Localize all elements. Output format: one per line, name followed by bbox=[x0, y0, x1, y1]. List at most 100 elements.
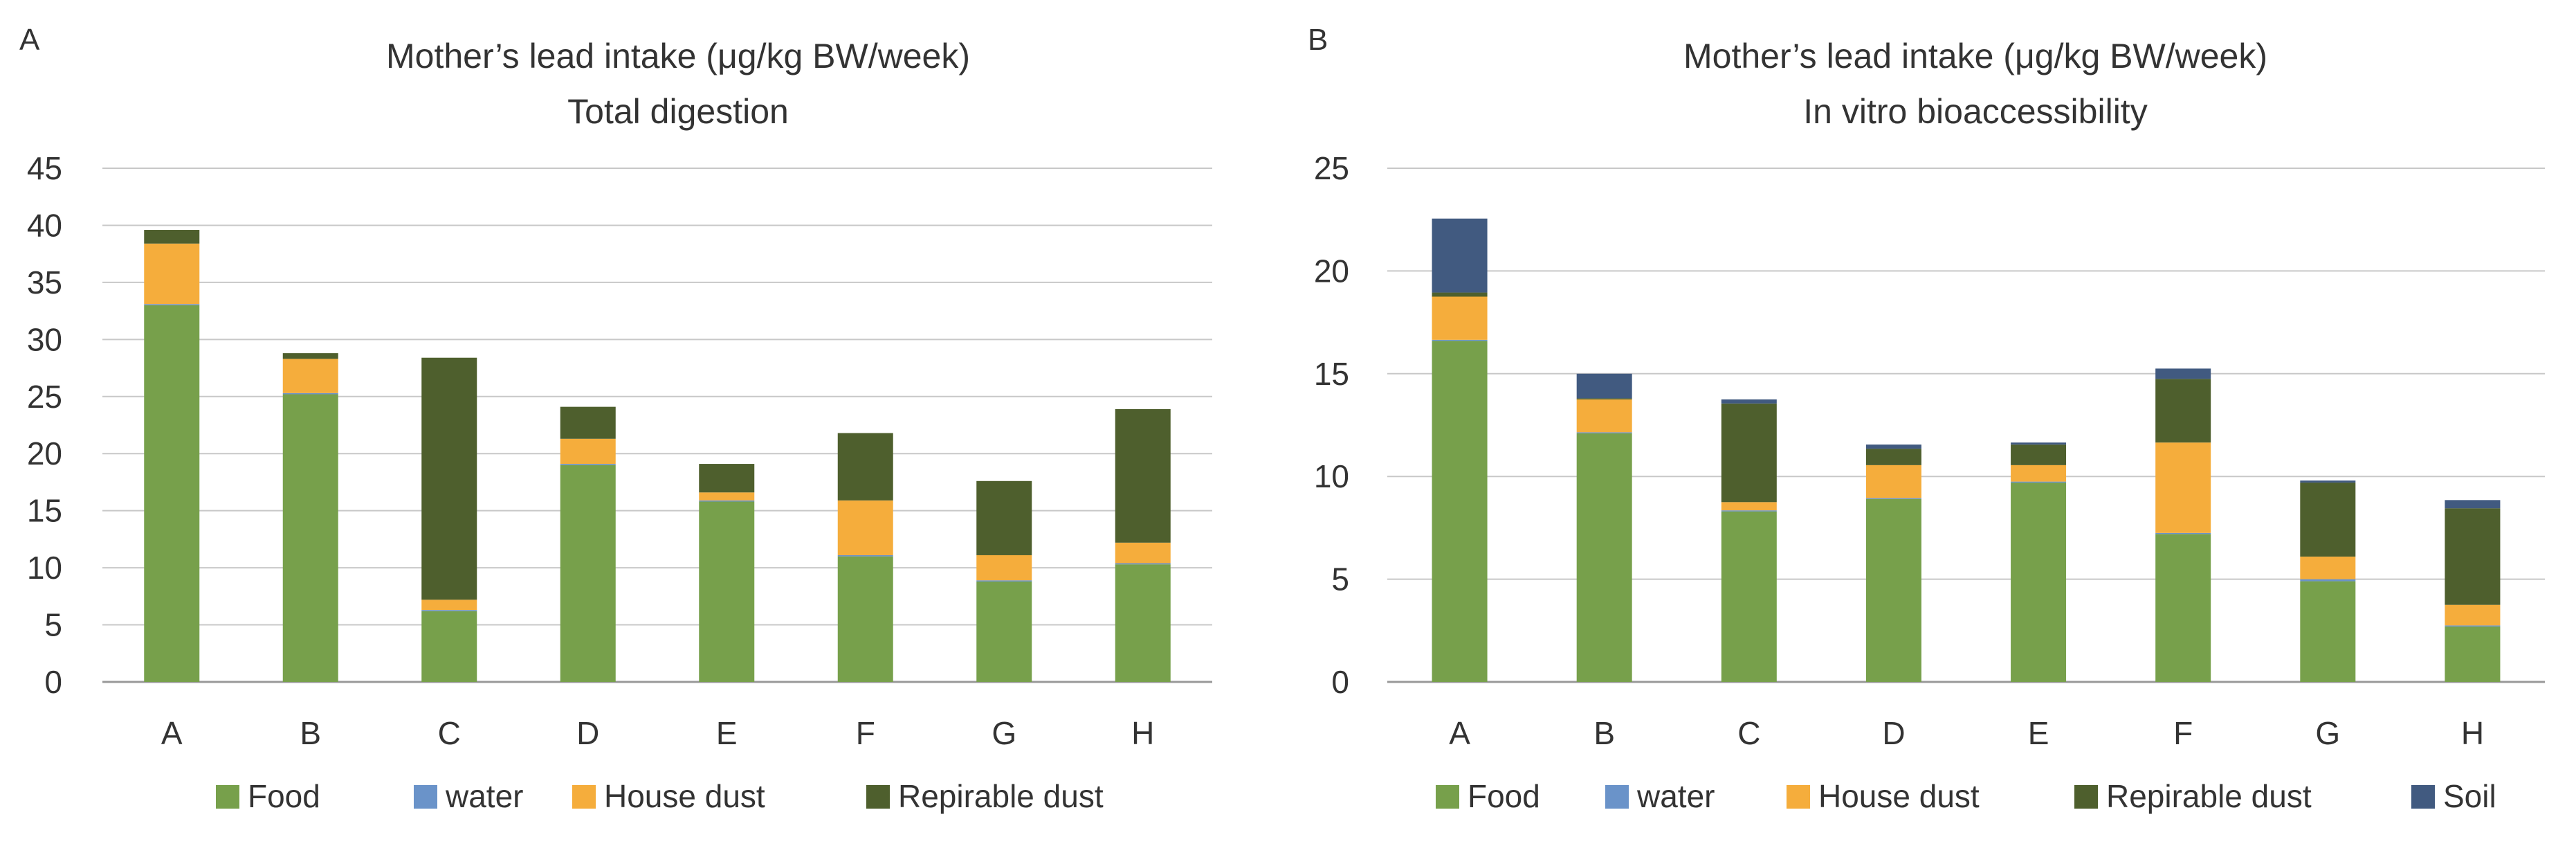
bar-food-g bbox=[976, 581, 1032, 682]
y-tick-label: 10 bbox=[1314, 458, 1349, 494]
bar-soil-c bbox=[1721, 399, 1777, 404]
y-tick-label: 10 bbox=[27, 550, 62, 586]
x-tick-label: D bbox=[576, 715, 599, 751]
bar-food-f bbox=[2155, 534, 2211, 682]
bar-soil-b bbox=[1576, 373, 1632, 399]
bar-food-a bbox=[1432, 341, 1488, 682]
bar-water-g bbox=[976, 580, 1032, 582]
bar-water-h bbox=[2445, 625, 2501, 627]
y-tick-label: 15 bbox=[27, 493, 62, 529]
bar-house-dust-d bbox=[1865, 465, 1921, 498]
y-tick-label: 0 bbox=[1331, 664, 1349, 700]
x-tick-label: C bbox=[438, 715, 461, 751]
bar-food-e bbox=[2011, 483, 2067, 682]
legend-swatch bbox=[2074, 785, 2098, 809]
legend-swatch bbox=[2411, 785, 2435, 809]
bar-water-d bbox=[560, 464, 616, 465]
y-tick-label: 25 bbox=[1314, 150, 1349, 186]
legend-label: Food bbox=[1468, 778, 1540, 814]
panel-b: B Mother’s lead intake (μg/kg BW/week) In … bbox=[1308, 23, 2545, 814]
chart-title: Mother’s lead intake (μg/kg BW/week) bbox=[386, 37, 970, 75]
bar-house-dust-h bbox=[1115, 542, 1171, 564]
bar-water-a bbox=[1432, 339, 1488, 341]
legend-item-food: Food bbox=[1436, 778, 1540, 814]
bar-water-c bbox=[421, 610, 477, 611]
y-tick-label: 5 bbox=[44, 607, 62, 643]
panel-a: A Mother’s lead intake (μg/kg BW/week) Tot… bbox=[19, 23, 1212, 814]
bar-house-dust-c bbox=[421, 600, 477, 611]
x-tick-label: G bbox=[2315, 715, 2340, 751]
bar-house-dust-g bbox=[2300, 556, 2356, 579]
bar-repirable-dust-f bbox=[837, 433, 893, 501]
bar-water-a bbox=[144, 304, 200, 305]
legend-swatch bbox=[1436, 785, 1459, 809]
y-tick-label: 0 bbox=[44, 664, 62, 700]
bar-repirable-dust-g bbox=[2300, 483, 2356, 557]
bar-house-dust-g bbox=[976, 555, 1032, 581]
bar-repirable-dust-a bbox=[144, 230, 200, 244]
y-tick-label: 20 bbox=[1314, 253, 1349, 289]
bar-house-dust-e bbox=[2011, 465, 2067, 482]
bar-water-g bbox=[2300, 579, 2356, 582]
x-tick-label: B bbox=[1593, 715, 1615, 751]
bar-repirable-dust-e bbox=[2011, 444, 2067, 465]
legend-label: House dust bbox=[1818, 778, 1980, 814]
bar-soil-h bbox=[2445, 500, 2501, 509]
bar-food-c bbox=[1721, 511, 1777, 682]
x-tick-label: E bbox=[716, 715, 738, 751]
chart-title: Mother’s lead intake (μg/kg BW/week) bbox=[1683, 37, 2267, 75]
bar-house-dust-a bbox=[144, 243, 200, 305]
legend-item-repirable-dust: Repirable dust bbox=[866, 778, 1104, 814]
bar-soil-a bbox=[1432, 218, 1488, 293]
x-tick-label: A bbox=[1449, 715, 1470, 751]
bar-house-dust-b bbox=[1576, 399, 1632, 433]
bar-water-h bbox=[1115, 563, 1171, 565]
bar-repirable-dust-f bbox=[2155, 379, 2211, 443]
bar-food-e bbox=[699, 501, 755, 682]
panel-label: A bbox=[19, 23, 40, 57]
legend-swatch bbox=[572, 785, 596, 809]
bar-water-b bbox=[1576, 432, 1632, 433]
x-tick-label: H bbox=[1131, 715, 1154, 751]
bar-water-e bbox=[699, 500, 755, 502]
bar-food-h bbox=[1115, 564, 1171, 682]
bar-repirable-dust-d bbox=[560, 406, 616, 439]
legend-item-house-dust: House dust bbox=[572, 778, 765, 814]
legend-label: Soil bbox=[2443, 778, 2496, 814]
legend-swatch bbox=[414, 785, 437, 809]
bar-repirable-dust-d bbox=[1865, 449, 1921, 465]
legend-label: Repirable dust bbox=[898, 778, 1104, 814]
legend-swatch bbox=[216, 785, 239, 809]
y-tick-label: 20 bbox=[27, 435, 62, 471]
x-tick-label: F bbox=[856, 715, 875, 751]
legend-label: House dust bbox=[604, 778, 765, 814]
bar-repirable-dust-a bbox=[1432, 292, 1488, 297]
bar-repirable-dust-b bbox=[1576, 398, 1632, 399]
y-tick-label: 25 bbox=[27, 379, 62, 415]
bar-soil-g bbox=[2300, 480, 2356, 483]
bar-water-f bbox=[2155, 532, 2211, 534]
bar-house-dust-e bbox=[699, 492, 755, 501]
x-tick-label: H bbox=[2461, 715, 2484, 751]
y-tick-label: 35 bbox=[27, 264, 62, 300]
bar-food-b bbox=[282, 394, 338, 682]
legend-swatch bbox=[866, 785, 890, 809]
bar-water-f bbox=[837, 555, 893, 557]
legend-item-soil: Soil bbox=[2411, 778, 2496, 814]
legend-item-water: water bbox=[1605, 778, 1715, 814]
panel-label: B bbox=[1308, 23, 1328, 57]
bar-food-h bbox=[2445, 626, 2501, 682]
bar-repirable-dust-e bbox=[699, 464, 755, 493]
bar-house-dust-b bbox=[282, 359, 338, 393]
x-tick-label: A bbox=[161, 715, 183, 751]
x-tick-label: C bbox=[1737, 715, 1760, 751]
legend-swatch bbox=[1787, 785, 1810, 809]
y-tick-label: 5 bbox=[1331, 561, 1349, 597]
x-tick-label: B bbox=[300, 715, 321, 751]
bar-house-dust-h bbox=[2445, 604, 2501, 626]
bar-food-g bbox=[2300, 581, 2356, 682]
bar-food-b bbox=[1576, 433, 1632, 682]
bar-repirable-dust-c bbox=[421, 357, 477, 600]
